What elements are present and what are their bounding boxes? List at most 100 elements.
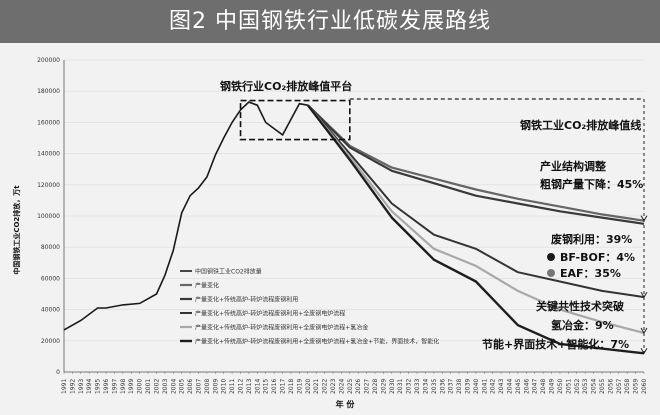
arrow-head	[640, 327, 648, 334]
x-tick-label: 2002	[153, 379, 160, 394]
x-tick-label: 2001	[145, 379, 152, 394]
arrow-head	[640, 291, 648, 299]
x-tick-label: 2013	[246, 379, 253, 394]
x-tick-label: 2054	[591, 379, 598, 394]
x-tick-label: 2028	[372, 379, 379, 394]
x-tick-label: 2047	[532, 379, 539, 394]
x-tick-label: 2029	[380, 379, 387, 394]
x-tick-label: 2032	[406, 379, 413, 394]
x-tick-label: 2007	[195, 379, 202, 394]
x-tick-label: 2012	[238, 379, 245, 394]
x-tick-label: 2040	[473, 379, 480, 394]
platform-annotation: 钢铁行业CO₂排放峰值平台	[220, 79, 352, 93]
x-tick-label: 1993	[78, 379, 85, 394]
x-tick-label: 2042	[490, 379, 497, 394]
y-tick-label: 120000	[37, 182, 60, 189]
y-tick-label: 200000	[37, 57, 60, 64]
series-historical-line	[63, 101, 308, 331]
x-tick-label: 1995	[95, 379, 102, 394]
series-line-5	[306, 104, 645, 355]
x-tick-label: 2026	[355, 379, 362, 394]
x-tick-label: 2030	[389, 379, 396, 394]
x-tick-label: 2023	[330, 379, 337, 394]
x-tick-label: 2027	[364, 379, 371, 394]
y-tick-label: 40000	[41, 307, 60, 314]
x-tick-label: 2008	[204, 379, 211, 394]
legend-label: 产量变化+传统高炉-转炉流程废钢利用+全废钢电炉流程+氢冶金	[195, 324, 368, 332]
eaf-annotation: EAF：35%	[560, 267, 621, 280]
x-tick-label: 2009	[212, 379, 219, 394]
x-tick-label: 2014	[254, 379, 261, 394]
y-tick-label: 100000	[37, 213, 60, 220]
eaf-marker	[547, 269, 555, 277]
y-tick-label: 0	[56, 369, 60, 376]
breakthrough-annotation: 关键共性技术突破	[536, 299, 624, 313]
efficiency-annotation: 节能+界面技术+智能化：7%	[482, 337, 629, 351]
x-tick-label: 2034	[422, 379, 429, 394]
hydrogen-annotation: 氢冶金：9%	[551, 318, 614, 332]
x-tick-label: 2050	[557, 379, 564, 394]
peak-line-annotation: 钢铁工业CO₂排放峰值线	[520, 118, 641, 132]
x-tick-label: 2011	[229, 379, 236, 394]
axes-layer: 0 20000 40000 60000 80000 100000 120000 140000 1…	[37, 57, 648, 394]
x-tick-label: 2010	[221, 379, 228, 394]
x-tick-label: 2057	[616, 379, 623, 394]
scrap-annotation: 废钢利用：39%	[551, 232, 632, 246]
y-tick-label: 140000	[37, 151, 60, 158]
x-tick-label: 1994	[86, 379, 93, 394]
peak-platform-box	[239, 99, 351, 141]
x-tick-label: 2003	[162, 379, 169, 394]
x-tick-label: 2021	[313, 379, 320, 394]
x-tick-label: 1991	[61, 379, 68, 394]
y-tick-label: 60000	[41, 275, 60, 282]
y-tick-label: 160000	[37, 119, 60, 126]
x-tick-label: 2018	[288, 379, 295, 394]
legend: 中国钢铁工业CO2排放量产量变化产量变化+传统高炉-转炉流程废钢利用产量变化+传…	[180, 268, 439, 346]
y-tick-label: 180000	[37, 88, 60, 95]
x-tick-label: 2035	[431, 379, 438, 394]
x-tick-label: 2055	[599, 379, 606, 394]
x-tick-label: 2006	[187, 379, 194, 394]
x-tick-label: 2000	[137, 379, 144, 394]
legend-label: 中国钢铁工业CO2排放量	[195, 268, 262, 276]
y-axis-title: 中国钢铁工业CO2排放，万t	[12, 185, 21, 275]
x-tick-label: 2036	[439, 379, 446, 394]
bf-bof-marker	[547, 253, 555, 261]
legend-label: 产量变化	[195, 282, 219, 290]
x-tick-label: 1999	[128, 379, 135, 394]
x-tick-label: 2060	[641, 379, 648, 394]
x-tick-label: 2059	[633, 379, 640, 394]
x-tick-label: 2039	[464, 379, 471, 394]
y-tick-label: 20000	[41, 338, 60, 345]
x-tick-label: 2016	[271, 379, 278, 394]
series-layer	[63, 101, 645, 355]
x-tick-label: 2051	[565, 379, 572, 394]
x-tick-label: 2031	[397, 379, 404, 394]
x-tick-label: 2033	[414, 379, 421, 394]
x-tick-label: 1997	[111, 379, 118, 394]
x-tick-label: 2052	[574, 379, 581, 394]
x-tick-label: 2048	[540, 379, 547, 394]
x-tick-label: 2053	[582, 379, 589, 394]
overlay-layer	[239, 98, 648, 355]
x-tick-label: 2005	[179, 379, 186, 394]
x-tick-label: 1992	[69, 379, 76, 394]
x-tick-label: 2058	[624, 379, 631, 394]
x-tick-label: 2022	[322, 379, 329, 394]
x-tick-label: 2046	[523, 379, 530, 394]
y-tick-label: 80000	[41, 244, 60, 251]
x-tick-label: 2004	[170, 379, 177, 394]
x-tick-label: 2041	[481, 379, 488, 394]
series-line-3	[307, 104, 645, 299]
figure-title: 图2 中国钢铁行业低碳发展路线	[169, 9, 491, 34]
x-tick-label: 2020	[305, 379, 312, 394]
figure-header: 图2 中国钢铁行业低碳发展路线	[0, 0, 660, 43]
series-line-4	[306, 104, 645, 335]
bf-bof-annotation: BF-BOF：4%	[560, 251, 635, 264]
x-tick-label: 2019	[296, 379, 303, 394]
x-tick-label: 1996	[103, 379, 110, 394]
legend-label: 产量变化+传统高炉-转炉流程废钢利用+全废钢电炉流程	[195, 310, 345, 318]
x-tick-label: 2056	[607, 379, 614, 394]
x-tick-label: 2024	[338, 379, 345, 394]
x-tick-label: 2015	[263, 379, 270, 394]
